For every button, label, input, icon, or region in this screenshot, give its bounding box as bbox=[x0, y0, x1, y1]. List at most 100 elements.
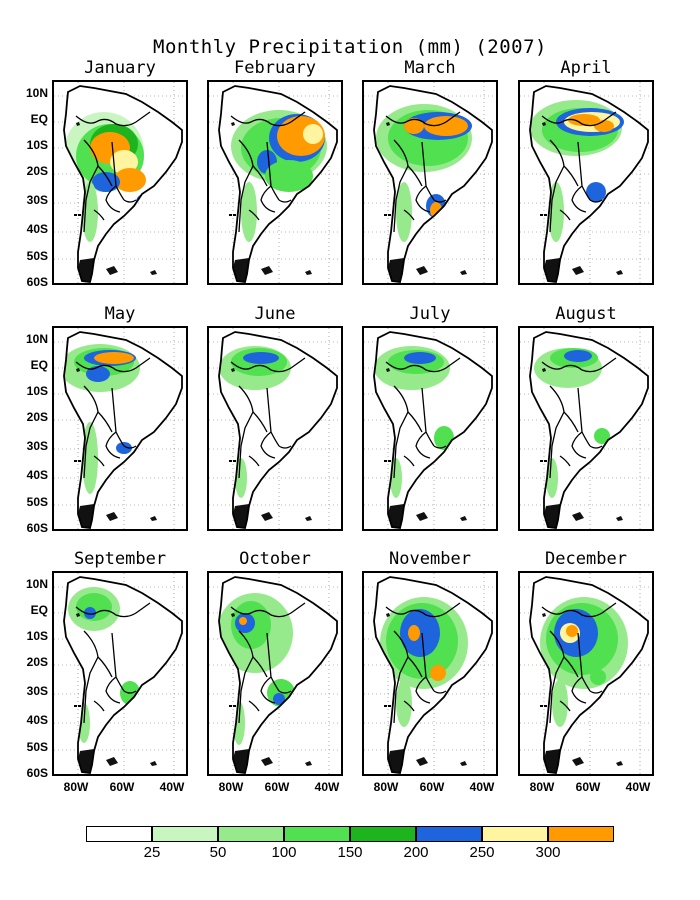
precip-region bbox=[303, 124, 323, 144]
precip-region bbox=[136, 194, 152, 210]
precip-map bbox=[209, 328, 341, 529]
panel-title-december: December bbox=[545, 549, 627, 569]
map-panel-june bbox=[207, 326, 343, 531]
precip-region bbox=[408, 625, 420, 641]
precip-region bbox=[552, 679, 568, 727]
panel-title-june: June bbox=[254, 304, 296, 324]
precip-region bbox=[396, 679, 412, 727]
lat-tick-label: 40S bbox=[26, 468, 48, 482]
precip-region bbox=[84, 607, 96, 619]
panel-title-september: September bbox=[73, 549, 167, 569]
panel-title-april: April bbox=[560, 58, 612, 78]
lon-tick-label: 60W bbox=[419, 780, 445, 794]
lon-tick-label: 40W bbox=[469, 780, 495, 794]
precip-fill bbox=[64, 112, 152, 282]
precip-region bbox=[390, 458, 402, 498]
panel-title-may: May bbox=[104, 304, 136, 324]
precip-fill bbox=[231, 110, 327, 282]
lat-tick-label: 10S bbox=[26, 629, 48, 643]
lon-tick-label: 60W bbox=[109, 780, 135, 794]
lat-tick-label: EQ bbox=[30, 603, 48, 617]
precip-region bbox=[568, 114, 600, 126]
lon-tick-label: 80W bbox=[529, 780, 555, 794]
precip-map bbox=[209, 573, 341, 774]
lat-tick-label: 40S bbox=[26, 713, 48, 727]
precip-region bbox=[265, 160, 313, 192]
colorbar-swatch bbox=[416, 826, 482, 842]
lat-tick-label: 60S bbox=[26, 521, 48, 535]
lat-tick-label: EQ bbox=[30, 112, 48, 126]
colorbar-swatch bbox=[284, 826, 350, 842]
precip-map bbox=[54, 328, 186, 529]
lat-tick-label: 60S bbox=[26, 275, 48, 289]
lon-tick-label: 80W bbox=[373, 780, 399, 794]
precip-map bbox=[364, 82, 496, 283]
precip-map bbox=[364, 573, 496, 774]
colorbar-label: 100 bbox=[271, 844, 297, 861]
lat-tick-label: 10N bbox=[25, 86, 48, 100]
map-panel-march bbox=[362, 80, 498, 285]
map-panel-december bbox=[518, 571, 654, 776]
colorbar-label: 25 bbox=[143, 844, 161, 861]
panel-title-february: February bbox=[234, 58, 316, 78]
precip-region bbox=[94, 352, 134, 364]
precip-region bbox=[92, 172, 120, 192]
lat-tick-label: 50S bbox=[26, 740, 48, 754]
precip-region bbox=[566, 625, 578, 637]
lat-tick-label: 20S bbox=[26, 410, 48, 424]
precip-region bbox=[114, 168, 146, 192]
precip-region bbox=[548, 182, 564, 242]
figure-title: Monthly Precipitation (mm) (2007) bbox=[153, 36, 547, 58]
precip-region bbox=[404, 352, 436, 364]
panel-title-july: July bbox=[409, 304, 451, 324]
lat-tick-label: 10N bbox=[25, 577, 48, 591]
lat-tick-label: 30S bbox=[26, 439, 48, 453]
precip-region bbox=[590, 669, 606, 685]
precip-region bbox=[396, 182, 412, 242]
precip-region bbox=[235, 458, 247, 498]
map-panel-april bbox=[518, 80, 654, 285]
lat-tick-label: 20S bbox=[26, 164, 48, 178]
precip-region bbox=[586, 182, 606, 202]
panel-title-november: November bbox=[389, 549, 471, 569]
precip-fill bbox=[380, 597, 468, 773]
precip-region bbox=[404, 118, 424, 134]
precip-region bbox=[243, 352, 279, 364]
precip-region bbox=[82, 182, 98, 242]
panel-title-january: January bbox=[84, 58, 156, 78]
map-panel-may bbox=[52, 326, 188, 531]
panel-title-october: October bbox=[239, 549, 311, 569]
precip-region bbox=[424, 116, 468, 136]
precip-map bbox=[520, 328, 652, 529]
precip-fill bbox=[534, 348, 610, 528]
lon-tick-label: 80W bbox=[218, 780, 244, 794]
precip-region bbox=[273, 693, 285, 705]
precip-region bbox=[430, 665, 446, 681]
lat-tick-label: 10S bbox=[26, 138, 48, 152]
colorbar-swatch bbox=[350, 826, 416, 842]
panel-title-march: March bbox=[404, 58, 456, 78]
colorbar-label: 150 bbox=[337, 844, 363, 861]
precip-fill bbox=[530, 100, 624, 282]
precip-region bbox=[239, 617, 247, 625]
precip-map bbox=[54, 573, 186, 774]
lon-tick-label: 60W bbox=[264, 780, 290, 794]
map-panel-november bbox=[362, 571, 498, 776]
precip-region bbox=[110, 150, 138, 174]
precip-fill bbox=[64, 344, 140, 528]
colorbar-label: 200 bbox=[403, 844, 429, 861]
precip-map bbox=[520, 82, 652, 283]
lat-tick-label: 60S bbox=[26, 766, 48, 780]
lon-tick-label: 60W bbox=[575, 780, 601, 794]
precip-region bbox=[82, 422, 98, 494]
lon-tick-label: 40W bbox=[159, 780, 185, 794]
precip-region bbox=[86, 366, 110, 382]
map-panel-october bbox=[207, 571, 343, 776]
colorbar-swatch bbox=[152, 826, 218, 842]
map-panel-february bbox=[207, 80, 343, 285]
lon-tick-label: 80W bbox=[63, 780, 89, 794]
colorbar-label: 300 bbox=[535, 844, 561, 861]
precip-map bbox=[54, 82, 186, 283]
lat-tick-label: 20S bbox=[26, 655, 48, 669]
